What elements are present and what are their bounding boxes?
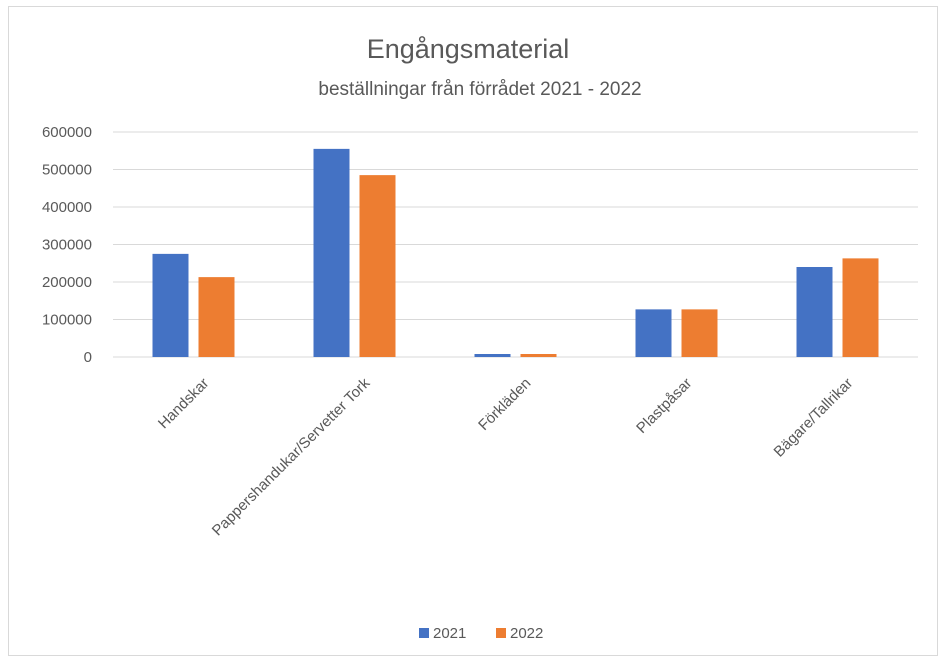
chart-subtitle: beställningar från förrådet 2021 - 2022 xyxy=(318,79,641,100)
legend-swatch-2022 xyxy=(496,628,506,638)
y-tick-label: 300000 xyxy=(42,237,92,254)
bar-2022-0 xyxy=(198,277,235,357)
bar-2021-1 xyxy=(313,148,350,357)
x-category-label: Pappershandukar/Servetter Tork xyxy=(209,374,374,539)
legend-swatch-2021 xyxy=(419,628,429,638)
legend-label: 2022 xyxy=(510,625,543,642)
x-category-label: Plastpåsar xyxy=(633,375,695,437)
bar-2021-2 xyxy=(474,354,511,357)
bar-2022-1 xyxy=(359,175,396,357)
y-axis-ticks: 0 100000 200000 300000 400000 500000 600000 xyxy=(42,124,92,366)
gridlines xyxy=(113,131,918,358)
legend-label: 2021 xyxy=(433,625,466,642)
chart-title: Engångsmaterial xyxy=(367,34,570,64)
x-category-label: Förkläden xyxy=(475,375,534,434)
y-tick-label: 0 xyxy=(84,349,92,366)
bar-2022-2 xyxy=(520,354,557,357)
bar-2022-4 xyxy=(842,258,879,357)
x-category-label: Handskar xyxy=(155,375,212,432)
bar-2021-3 xyxy=(635,309,672,357)
bar-2022-3 xyxy=(681,309,718,357)
y-tick-label: 600000 xyxy=(42,124,92,141)
y-tick-label: 100000 xyxy=(42,312,92,329)
y-tick-label: 200000 xyxy=(42,274,92,291)
legend: 2021 2022 xyxy=(419,625,543,642)
y-tick-label: 500000 xyxy=(42,162,92,179)
bars xyxy=(152,148,879,357)
bar-2021-4 xyxy=(796,267,833,357)
y-tick-label: 400000 xyxy=(42,199,92,216)
bar-2021-0 xyxy=(152,253,189,357)
x-category-label: Bägare/Tallrikar xyxy=(771,375,857,461)
